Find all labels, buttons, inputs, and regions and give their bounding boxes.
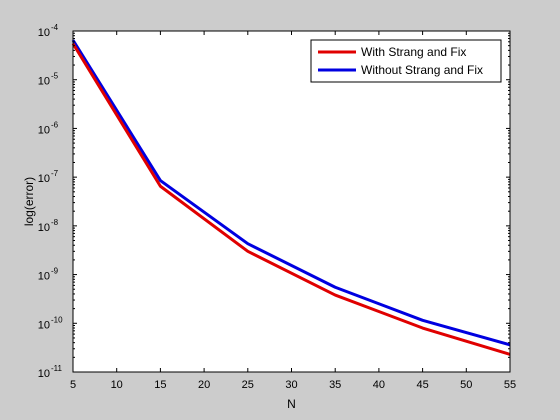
y-tick-label: 10 -6 — [38, 120, 59, 136]
x-ticks: 5 10 15 20 25 30 35 40 45 50 55 — [70, 31, 516, 391]
plot-area — [73, 31, 510, 372]
y-tick-exponent: -4 — [51, 23, 59, 32]
y-tick-label: 10 -8 — [38, 218, 59, 234]
series-line-with-strang-fix — [71, 42, 511, 356]
x-tick-label: 45 — [416, 379, 428, 391]
y-tick-label: 10 -7 — [38, 169, 59, 185]
y-tick-base: 10 — [38, 271, 50, 283]
y-tick-label: 10 -11 — [38, 364, 63, 380]
y-tick-label: 10 -9 — [38, 267, 59, 283]
legend-box — [310, 39, 502, 83]
y-tick-base: 10 — [38, 173, 50, 185]
y-tick-base: 10 — [38, 27, 50, 39]
y-tick-exponent: -6 — [51, 120, 59, 129]
y-tick-label: 10 -10 — [38, 315, 63, 331]
y-tick-exponent: -8 — [51, 218, 59, 227]
x-tick-label: 50 — [460, 379, 472, 391]
y-tick-base: 10 — [38, 319, 50, 331]
y-tick-exponent: -7 — [51, 169, 59, 178]
y-tick-label: 10 -4 — [38, 23, 59, 39]
x-tick-label: 5 — [70, 379, 76, 391]
x-tick-label: 40 — [373, 379, 385, 391]
x-tick-label: 20 — [198, 379, 210, 391]
legend-label-with: With Strang and Fix — [361, 45, 466, 59]
x-tick-label: 15 — [154, 379, 166, 391]
series-layer — [71, 39, 511, 356]
x-tick-label: 25 — [242, 379, 254, 391]
legend: With Strang and Fix Without Strang and F… — [310, 39, 502, 83]
y-tick-label: 10 -5 — [38, 72, 59, 88]
x-tick-label: 35 — [329, 379, 341, 391]
y-tick-exponent: -9 — [51, 267, 59, 276]
y-tick-base: 10 — [38, 222, 50, 234]
y-tick-base: 10 — [38, 76, 50, 88]
y-tick-exponent: -10 — [51, 315, 63, 324]
y-tick-exponent: -11 — [51, 364, 63, 373]
y-tick-base: 10 — [38, 368, 50, 380]
x-tick-label: 55 — [504, 379, 516, 391]
x-tick-label: 10 — [111, 379, 123, 391]
x-axis-label: N — [287, 397, 296, 411]
series-line-without-strang-fix — [71, 39, 511, 347]
y-tick-base: 10 — [38, 124, 50, 136]
y-axis-label: log(error) — [22, 177, 36, 226]
legend-label-without: Without Strang and Fix — [361, 63, 483, 77]
x-tick-label: 30 — [285, 379, 297, 391]
y-tick-exponent: -5 — [51, 72, 59, 81]
